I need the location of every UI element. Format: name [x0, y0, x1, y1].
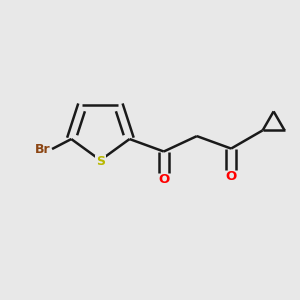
Text: O: O — [226, 170, 237, 183]
Text: Br: Br — [34, 142, 50, 155]
Text: O: O — [158, 173, 169, 186]
Text: S: S — [96, 155, 105, 168]
